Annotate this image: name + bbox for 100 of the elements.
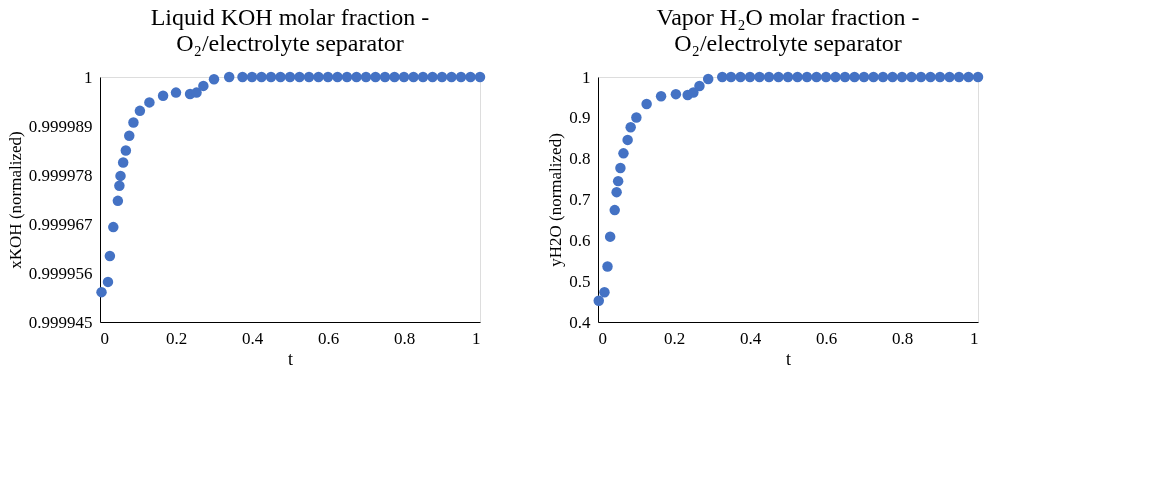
- point: [622, 134, 633, 146]
- point: [446, 71, 457, 83]
- point: [246, 71, 258, 83]
- y-tick-label: 0.9: [569, 108, 591, 128]
- x-tick-label: 0.8: [891, 328, 914, 348]
- point: [115, 170, 126, 182]
- point: [763, 71, 775, 83]
- chart-title: Liquid KOH molar fraction - O₂/electrolyte separator: [150, 4, 430, 56]
- point: [427, 71, 438, 83]
- point: [117, 157, 129, 168]
- point: [754, 71, 765, 83]
- x-tick-label: 0.6: [815, 328, 838, 348]
- point: [725, 71, 737, 83]
- point: [465, 71, 476, 83]
- x-tick-label: 0: [598, 328, 607, 348]
- point: [915, 71, 927, 83]
- point: [128, 117, 139, 128]
- point: [455, 71, 467, 83]
- point: [618, 148, 629, 159]
- x-tick-label: 0.4: [241, 328, 264, 348]
- point: [341, 71, 353, 83]
- point: [108, 221, 119, 233]
- y-tick-label: 0.6: [569, 230, 591, 250]
- x-tick-label: 0.6: [317, 328, 340, 348]
- point: [303, 71, 315, 83]
- point: [157, 90, 169, 101]
- x-tick-label: 1: [970, 328, 979, 348]
- point: [625, 121, 636, 133]
- point: [792, 71, 803, 83]
- point: [688, 87, 699, 98]
- x-tick-label: 0.8: [393, 328, 416, 348]
- point: [782, 71, 794, 83]
- point: [198, 80, 209, 92]
- point: [351, 71, 362, 83]
- y-tick-label: 0.4: [569, 312, 591, 332]
- point: [124, 130, 135, 142]
- y-tick-label: 0.999989: [28, 116, 93, 136]
- point: [773, 71, 784, 83]
- point: [655, 90, 667, 102]
- point: [104, 250, 116, 262]
- point: [849, 71, 860, 83]
- y-tick-label: 0.999956: [28, 263, 93, 283]
- x-tick-label: 0: [100, 328, 109, 348]
- point: [389, 71, 400, 83]
- point: [398, 71, 410, 83]
- y-axis-title: xKOH (normalized): [5, 131, 25, 269]
- y-tick-label: 0.999978: [28, 165, 93, 185]
- point: [436, 71, 448, 83]
- point: [963, 71, 974, 83]
- x-tick-label: 0.2: [165, 328, 188, 348]
- y-tick-label: 0.999967: [28, 214, 93, 234]
- point: [408, 71, 419, 83]
- x-tick-label: 1: [472, 328, 481, 348]
- x-axis-title: t: [287, 348, 294, 369]
- point: [925, 71, 936, 83]
- point: [615, 162, 626, 174]
- point: [332, 71, 343, 83]
- point: [275, 71, 286, 83]
- point: [265, 71, 277, 83]
- point: [820, 71, 832, 83]
- point: [114, 180, 125, 191]
- point: [313, 71, 324, 83]
- point: [256, 71, 267, 83]
- point: [972, 71, 984, 83]
- point: [830, 71, 841, 83]
- y-tick-label: 1: [582, 67, 591, 87]
- point: [474, 71, 486, 83]
- y-tick-label: 0.8: [569, 149, 591, 169]
- point: [284, 71, 296, 83]
- point: [191, 87, 202, 98]
- y-axis-title: yH2O (normalized): [546, 133, 566, 267]
- point: [612, 175, 624, 187]
- point: [223, 71, 235, 83]
- point: [599, 286, 610, 298]
- point: [170, 87, 182, 98]
- point: [702, 73, 714, 85]
- point: [953, 71, 965, 83]
- point: [379, 71, 391, 83]
- point: [593, 295, 604, 306]
- point: [641, 98, 652, 110]
- point: [631, 112, 642, 123]
- point: [934, 71, 946, 83]
- chart-title: Vapor H₂O molar fraction - O₂/electrolyte separator: [656, 4, 920, 56]
- point: [906, 71, 917, 83]
- point: [102, 276, 114, 288]
- point: [801, 71, 813, 83]
- point: [237, 71, 248, 83]
- point: [896, 71, 908, 83]
- point: [694, 80, 705, 92]
- point: [120, 145, 132, 156]
- point: [112, 195, 124, 207]
- point: [744, 71, 756, 83]
- point: [887, 71, 898, 83]
- point: [144, 97, 155, 108]
- x-tick-label: 0.4: [739, 328, 762, 348]
- point: [96, 286, 107, 298]
- y-tick-label: 0.7: [569, 190, 591, 209]
- point: [294, 71, 305, 83]
- point: [877, 71, 889, 83]
- point: [839, 71, 851, 83]
